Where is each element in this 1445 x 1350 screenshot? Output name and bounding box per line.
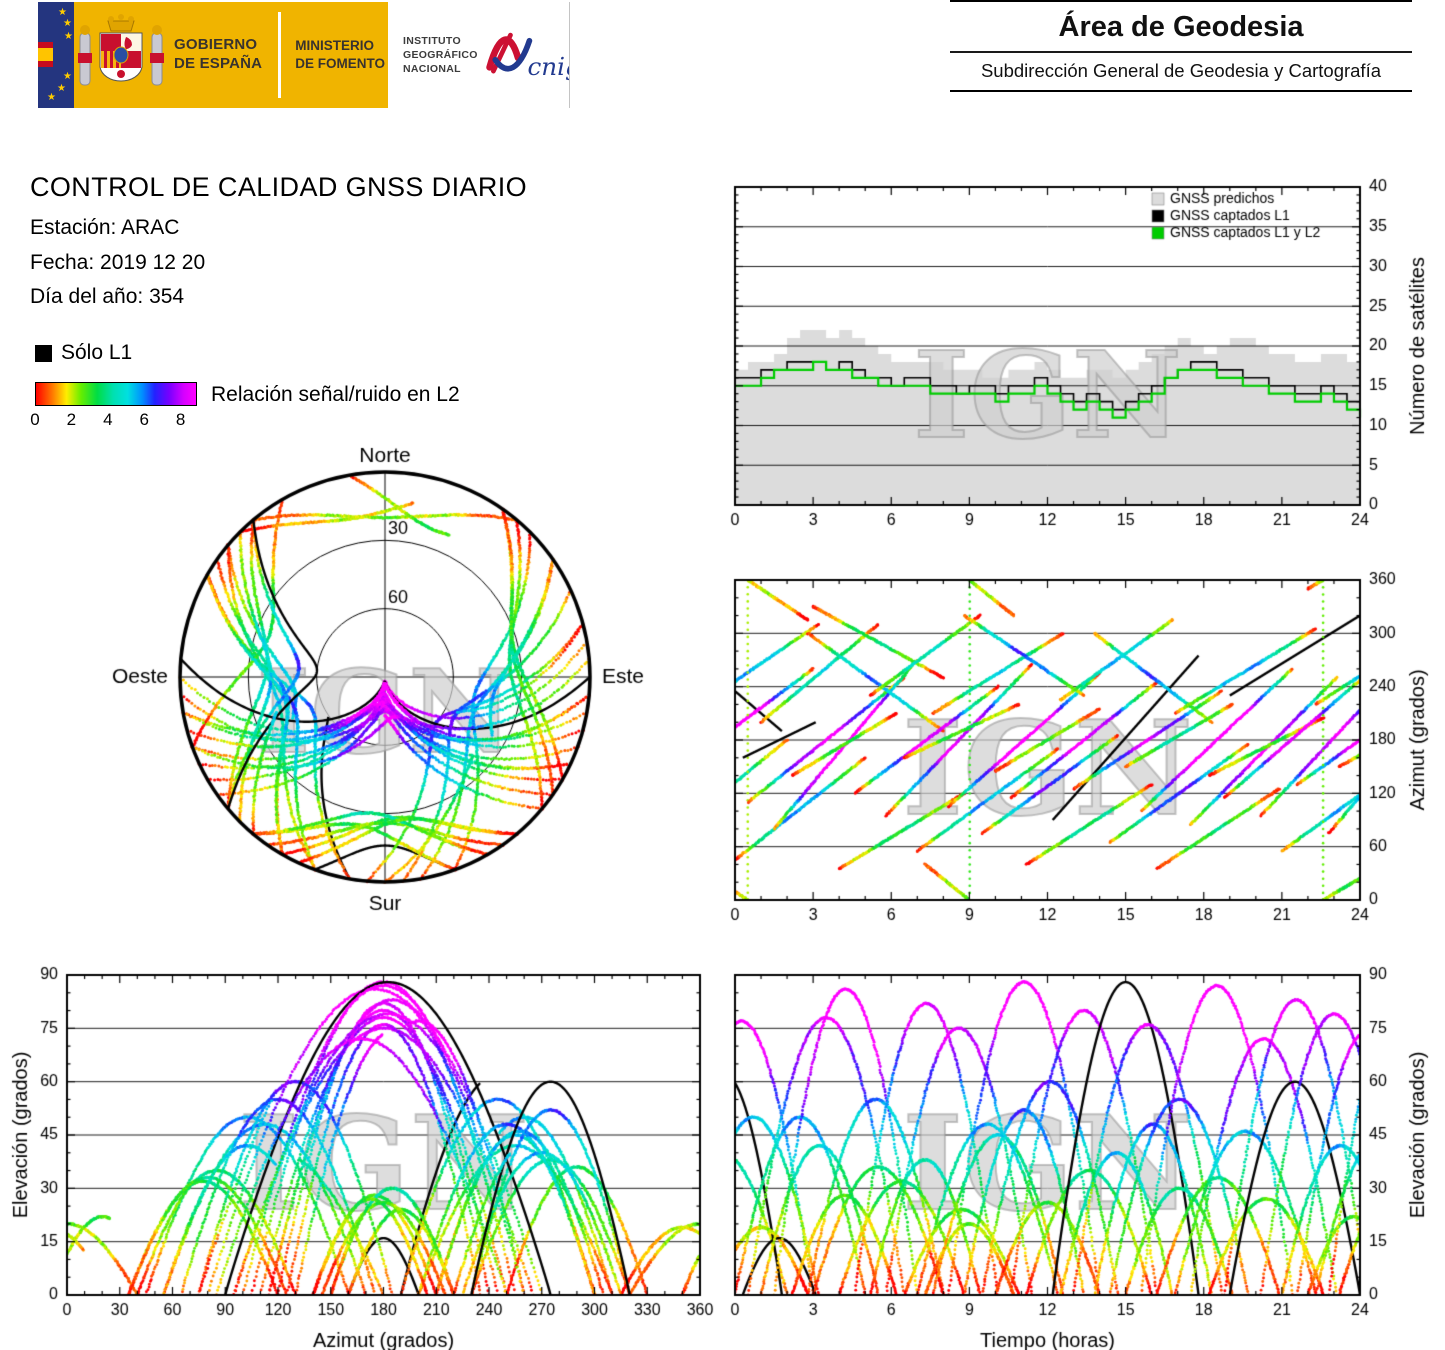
- institute-line3: NACIONAL: [403, 63, 461, 76]
- snr-colorbar-wrap: Relación señal/ruido en L2 0 2 4 6 8: [30, 382, 460, 442]
- ministry-line1: MINISTERIO: [295, 38, 374, 54]
- eu-star-icon: ★: [63, 71, 72, 82]
- l1-only-label: Sólo L1: [61, 341, 133, 364]
- elevation-time-chart: [700, 950, 1445, 1350]
- doy-label: Día del año: 354: [30, 285, 185, 308]
- area-header: Área de Geodesia Subdirección General de…: [950, 0, 1412, 92]
- snr-colorbar: [35, 382, 197, 406]
- spain-coat-of-arms-icon: [78, 14, 164, 86]
- station-label: Estación: ARAC: [30, 216, 180, 239]
- government-line1: GOBIERNO: [174, 36, 258, 54]
- skyplot-chart: [60, 425, 710, 940]
- header-rule-bottom: [950, 90, 1412, 92]
- eu-flag-strip: ★ ★ ★ ★ ★ ★: [38, 2, 74, 108]
- area-subtitle: Subdirección General de Geodesia y Carto…: [980, 60, 1382, 81]
- snr-tick-label: 2: [66, 410, 77, 429]
- government-logo-box: GOBIERNO DE ESPAÑA MINISTERIO DE FOMENTO: [74, 2, 388, 108]
- snr-colorbar-ticks: 0 2 4 6 8: [30, 410, 197, 432]
- header-rule-mid: [950, 51, 1412, 53]
- institute-block: INSTITUTO GEOGRÁFICO NACIONAL cnig: [395, 2, 570, 108]
- eu-star-icon: ★: [64, 31, 73, 42]
- snr-tick-label: 0: [30, 410, 40, 429]
- snr-tick-label: 6: [139, 410, 149, 429]
- government-label: GOBIERNO DE ESPAÑA: [174, 36, 262, 74]
- institute-label: INSTITUTO GEOGRÁFICO NACIONAL: [403, 34, 478, 77]
- header-divider: [278, 12, 282, 98]
- ministry-line2: DE FOMENTO: [295, 56, 385, 71]
- page-title: CONTROL DE CALIDAD GNSS DIARIO: [30, 172, 528, 202]
- snr-colorbar-label: Relación señal/ruido en L2: [211, 383, 460, 406]
- eu-star-icon: ★: [57, 83, 66, 94]
- header-rule-top: [950, 0, 1412, 2]
- government-line2: DE ESPAÑA: [174, 55, 263, 72]
- eu-star-icon: ★: [63, 18, 72, 29]
- elevation-azimuth-chart: [0, 950, 720, 1350]
- eu-star-icon: ★: [58, 7, 67, 18]
- ministry-label: MINISTERIO DE FOMENTO: [295, 37, 385, 72]
- cnig-text: cnig: [527, 52, 569, 81]
- snr-tick-label: 4: [103, 410, 113, 429]
- satellite-count-chart: [700, 170, 1445, 560]
- spain-flag-icon: [38, 42, 53, 67]
- area-title: Área de Geodesia: [1058, 11, 1304, 43]
- l1-only-legend: Sólo L1: [35, 341, 132, 365]
- date-label: Fecha: 2019 12 20: [30, 251, 206, 274]
- black-square-icon: [35, 344, 52, 362]
- azimuth-time-chart: [700, 560, 1445, 950]
- institute-line1: INSTITUTO: [403, 34, 461, 47]
- snr-tick-label: 8: [175, 410, 186, 429]
- cnig-logo-icon: cnig: [486, 32, 569, 81]
- institute-line2: GEOGRÁFICO: [403, 48, 478, 61]
- eu-star-icon: ★: [47, 92, 56, 103]
